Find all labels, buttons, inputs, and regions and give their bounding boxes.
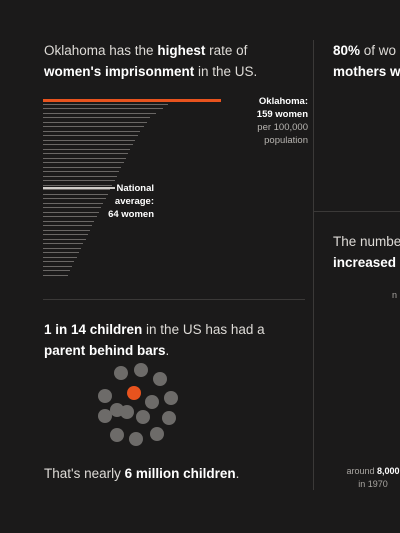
child-dot <box>134 363 148 377</box>
state-bar <box>43 103 168 105</box>
state-bar <box>43 157 126 159</box>
vertical-divider <box>313 40 314 490</box>
state-bar <box>43 126 144 127</box>
horizontal-divider-right <box>314 211 400 212</box>
state-bar <box>43 180 115 181</box>
state-bar <box>43 175 117 177</box>
children-dot-cluster <box>96 363 186 455</box>
child-dot <box>98 389 112 403</box>
state-bar <box>43 121 147 123</box>
state-bar <box>43 216 97 217</box>
child-dot <box>153 372 167 386</box>
state-bar <box>43 198 106 199</box>
state-bar <box>43 229 90 231</box>
state-bar <box>43 261 74 262</box>
child-dot <box>120 405 134 419</box>
state-bar <box>43 153 128 154</box>
state-bar <box>43 108 163 109</box>
imprisonment-bar-chart <box>43 96 303 278</box>
child-dot <box>150 427 164 441</box>
state-bar <box>43 166 121 168</box>
child-dot <box>114 366 128 380</box>
state-bar <box>43 274 68 276</box>
state-bar <box>43 139 135 141</box>
state-bar <box>43 112 156 114</box>
child-dot <box>129 432 143 446</box>
child-dot <box>145 395 159 409</box>
children-headline: 1 in 14 children in the US has had a par… <box>44 322 265 358</box>
state-bar <box>43 243 83 244</box>
mothers-headline: 80% of wo mothers w <box>333 43 400 79</box>
state-bar <box>43 207 101 208</box>
child-dot <box>164 391 178 405</box>
state-bar <box>43 252 79 253</box>
state-bar <box>43 135 138 136</box>
state-bar <box>43 220 94 222</box>
state-bar <box>43 148 130 150</box>
imprisonment-headline: Oklahoma has the highest rate of women's… <box>44 43 258 79</box>
state-bar <box>43 265 72 267</box>
state-bar <box>43 130 140 132</box>
state-bar <box>43 225 92 226</box>
oklahoma-annotation: Oklahoma: 159 women per 100,000 populati… <box>256 96 308 146</box>
number-increased-headline: The numbe increased <box>333 234 400 270</box>
highlighted-child-dot <box>127 386 141 400</box>
children-footer: That's nearly 6 million children. <box>44 466 240 481</box>
state-bar <box>43 184 112 186</box>
child-dot <box>162 411 176 425</box>
state-bar <box>43 238 86 240</box>
child-dot <box>98 409 112 423</box>
state-bar <box>43 256 77 258</box>
national-average-bar <box>43 187 115 189</box>
national-average-annotation: National average: 64 women <box>108 183 154 220</box>
state-bar <box>43 144 133 145</box>
child-dot <box>110 428 124 442</box>
state-bar <box>43 247 81 249</box>
state-bar <box>43 189 110 190</box>
state-bar <box>43 162 124 163</box>
oklahoma-bar <box>43 99 221 102</box>
right-chart-footnote: around 8,000 in 1970 <box>346 466 400 489</box>
child-dot <box>136 410 150 424</box>
state-bar <box>43 117 150 118</box>
state-bar <box>43 202 103 204</box>
state-bar <box>43 193 108 195</box>
state-bar <box>43 211 99 213</box>
state-bar <box>43 270 70 271</box>
state-bar <box>43 234 88 235</box>
right-chart-label: n <box>392 290 398 300</box>
state-bar <box>43 171 119 172</box>
horizontal-divider-left <box>43 299 305 300</box>
